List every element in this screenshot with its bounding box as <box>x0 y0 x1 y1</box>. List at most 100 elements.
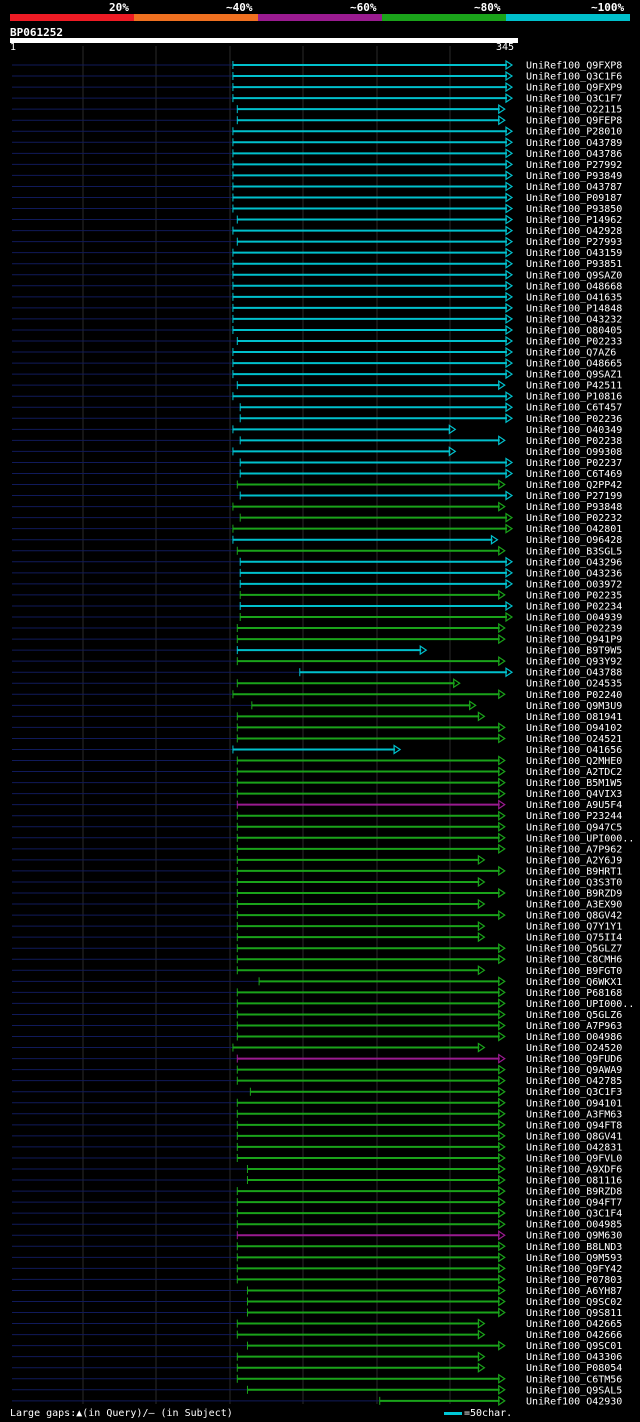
hit-label[interactable]: UniRef100_A9U5F4 <box>526 800 622 811</box>
hit-label[interactable]: UniRef100_O43232 <box>526 314 622 325</box>
hit-label[interactable]: UniRef100_Q6WKX1 <box>526 977 622 988</box>
hit-label[interactable]: UniRef100_P02236 <box>526 414 622 425</box>
hit-label[interactable]: UniRef100_A2TDC2 <box>526 767 622 778</box>
hit-label[interactable]: UniRef100_P27992 <box>526 160 622 171</box>
hit-label[interactable]: UniRef100_P08054 <box>526 1363 622 1374</box>
hit-label[interactable]: UniRef100_P10816 <box>526 392 622 403</box>
hit-label[interactable]: UniRef100_O80405 <box>526 325 622 336</box>
hit-label[interactable]: UniRef100_Q3C1F4 <box>526 1209 622 1220</box>
hit-label[interactable]: UniRef100_O48668 <box>526 281 622 292</box>
hit-label[interactable]: UniRef100_O43786 <box>526 149 622 160</box>
hit-label[interactable]: UniRef100_O43236 <box>526 568 622 579</box>
hit-label[interactable]: UniRef100_Q9FXP8 <box>526 61 622 72</box>
hit-label[interactable]: UniRef100_B9FGT0 <box>526 966 622 977</box>
hit-label[interactable]: UniRef100_O43789 <box>526 138 622 149</box>
hit-label[interactable]: UniRef100_O43787 <box>526 182 622 193</box>
hit-label[interactable]: UniRef100_A9XDF6 <box>526 1165 622 1176</box>
hit-label[interactable]: UniRef100_P07803 <box>526 1275 622 1286</box>
hit-label[interactable]: UniRef100_O04939 <box>526 613 622 624</box>
hit-label[interactable]: UniRef100_B9T9W5 <box>526 646 622 657</box>
hit-label[interactable]: UniRef100_Q7AZ6 <box>526 348 616 359</box>
hit-label[interactable]: UniRef100_Q9SAL5 <box>526 1385 622 1396</box>
hit-label[interactable]: UniRef100_P27993 <box>526 237 622 248</box>
hit-label[interactable]: UniRef100_Q9SC02 <box>526 1297 622 1308</box>
hit-label[interactable]: UniRef100_Q9FEP8 <box>526 116 622 127</box>
hit-label[interactable]: UniRef100_Q93Y92 <box>526 657 622 668</box>
hit-label[interactable]: UniRef100_Q9M3U9 <box>526 701 622 712</box>
hit-label[interactable]: UniRef100_B9RZD9 <box>526 889 622 900</box>
hit-label[interactable]: UniRef100_P09187 <box>526 193 622 204</box>
hit-label[interactable]: UniRef100_Q9SAZ0 <box>526 270 622 281</box>
hit-label[interactable]: UniRef100_Q9AWA9 <box>526 1065 622 1076</box>
hit-label[interactable]: UniRef100_P93850 <box>526 204 622 215</box>
hit-label[interactable]: UniRef100_P02239 <box>526 624 622 635</box>
hit-label[interactable]: UniRef100_Q9SC01 <box>526 1341 622 1352</box>
hit-label[interactable]: UniRef100_C6TM56 <box>526 1374 622 1385</box>
hit-label[interactable]: UniRef100_A3FM63 <box>526 1109 622 1120</box>
hit-label[interactable]: UniRef100_O42831 <box>526 1142 622 1153</box>
hit-label[interactable]: UniRef100_UPI000.. <box>526 833 634 844</box>
hit-label[interactable]: UniRef100_P02232 <box>526 513 622 524</box>
hit-label[interactable]: UniRef100_P42511 <box>526 381 622 392</box>
hit-label[interactable]: UniRef100_Q94FT7 <box>526 1198 622 1209</box>
hit-label[interactable]: UniRef100_Q5GLZ7 <box>526 944 622 955</box>
hit-label[interactable]: UniRef100_O48665 <box>526 359 622 370</box>
hit-label[interactable]: UniRef100_Q5GLZ6 <box>526 1010 622 1021</box>
hit-label[interactable]: UniRef100_Q2MHE0 <box>526 756 622 767</box>
hit-label[interactable]: UniRef100_Q9S811 <box>526 1308 622 1319</box>
hit-label[interactable]: UniRef100_Q9SAZ1 <box>526 370 622 381</box>
hit-label[interactable]: UniRef100_P02234 <box>526 601 622 612</box>
hit-label[interactable]: UniRef100_O42665 <box>526 1319 622 1330</box>
hit-label[interactable]: UniRef100_P14848 <box>526 303 622 314</box>
hit-label[interactable]: UniRef100_P93848 <box>526 502 622 513</box>
hit-label[interactable]: UniRef100_O42928 <box>526 226 622 237</box>
hit-label[interactable]: UniRef100_Q3C1F7 <box>526 94 622 105</box>
hit-label[interactable]: UniRef100_O43306 <box>526 1352 622 1363</box>
hit-label[interactable]: UniRef100_P23244 <box>526 811 622 822</box>
hit-label[interactable]: UniRef100_Q9FVL0 <box>526 1153 622 1164</box>
hit-label[interactable]: UniRef100_Q9FUD6 <box>526 1054 622 1065</box>
hit-label[interactable]: UniRef100_O24535 <box>526 679 622 690</box>
hit-label[interactable]: UniRef100_B8LND3 <box>526 1242 622 1253</box>
hit-label[interactable]: UniRef100_O41635 <box>526 292 622 303</box>
hit-label[interactable]: UniRef100_P02233 <box>526 337 622 348</box>
hit-label[interactable]: UniRef100_O43788 <box>526 668 622 679</box>
hit-label[interactable]: UniRef100_Q8GV41 <box>526 1131 622 1142</box>
hit-label[interactable]: UniRef100_Q941P9 <box>526 635 622 646</box>
hit-label[interactable]: UniRef100_Q9FXP9 <box>526 83 622 94</box>
hit-label[interactable]: UniRef100_A7P963 <box>526 1021 622 1032</box>
hit-label[interactable]: UniRef100_O24521 <box>526 734 622 745</box>
hit-label[interactable]: UniRef100_O43159 <box>526 248 622 259</box>
hit-label[interactable]: UniRef100_P02235 <box>526 590 622 601</box>
hit-label[interactable]: UniRef100_O99308 <box>526 447 622 458</box>
hit-label[interactable]: UniRef100_Q75II4 <box>526 933 622 944</box>
hit-label[interactable]: UniRef100_O22115 <box>526 105 622 116</box>
hit-label[interactable]: UniRef100_O81941 <box>526 712 622 723</box>
hit-label[interactable]: UniRef100_B9HRT1 <box>526 866 622 877</box>
hit-label[interactable]: UniRef100_A3EX90 <box>526 900 622 911</box>
hit-label[interactable]: UniRef100_O43296 <box>526 557 622 568</box>
hit-label[interactable]: UniRef100_O40349 <box>526 425 622 436</box>
hit-label[interactable]: UniRef100_P93851 <box>526 259 622 270</box>
hit-label[interactable]: UniRef100_Q94FT8 <box>526 1120 622 1131</box>
hit-label[interactable]: UniRef100_O42801 <box>526 524 622 535</box>
hit-label[interactable]: UniRef100_Q947C5 <box>526 822 622 833</box>
hit-label[interactable]: UniRef100_C6T469 <box>526 469 622 480</box>
hit-label[interactable]: UniRef100_B5M1W5 <box>526 778 622 789</box>
hit-label[interactable]: UniRef100_O41656 <box>526 745 622 756</box>
hit-label[interactable]: UniRef100_O04985 <box>526 1220 622 1231</box>
hit-label[interactable]: UniRef100_P02240 <box>526 690 622 701</box>
hit-label[interactable]: UniRef100_A7P962 <box>526 844 622 855</box>
hit-label[interactable]: UniRef100_Q8GV42 <box>526 911 622 922</box>
hit-label[interactable]: UniRef100_O04986 <box>526 1032 622 1043</box>
hit-label[interactable]: UniRef100_O24520 <box>526 1043 622 1054</box>
hit-label[interactable]: UniRef100_P93849 <box>526 171 622 182</box>
hit-label[interactable]: UniRef100_B3SGL5 <box>526 546 622 557</box>
hit-label[interactable]: UniRef100_P14962 <box>526 215 622 226</box>
hit-label[interactable]: UniRef100_P68168 <box>526 988 622 999</box>
hit-label[interactable]: UniRef100_O94102 <box>526 723 622 734</box>
hit-label[interactable]: UniRef100_O81116 <box>526 1176 622 1187</box>
hit-label[interactable]: UniRef100_Q2PP42 <box>526 480 622 491</box>
hit-label[interactable]: UniRef100_A6YH87 <box>526 1286 622 1297</box>
hit-label[interactable]: UniRef100_O42666 <box>526 1330 622 1341</box>
